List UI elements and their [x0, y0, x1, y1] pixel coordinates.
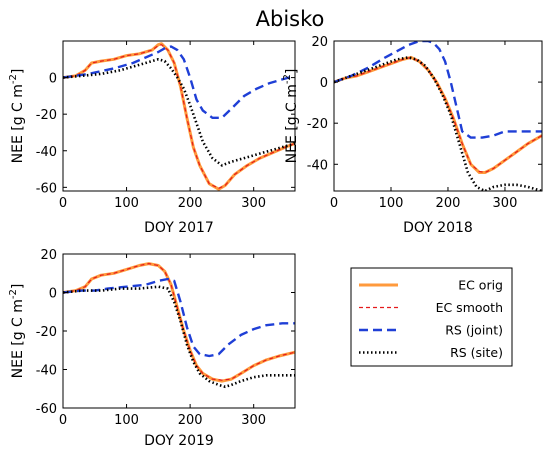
x-axis-label: DOY 2019	[144, 433, 214, 449]
y-tick-label: -40	[307, 158, 328, 173]
figure-title: Abisko	[256, 7, 325, 31]
y-tick-label: 0	[49, 72, 57, 87]
x-tick-label: 300	[493, 196, 518, 211]
series-group	[63, 42, 295, 191]
series-line-rs-joint	[334, 41, 542, 139]
x-tick-label: 200	[178, 413, 203, 428]
panel-doy-2017: 0 100 200 300 0 -20 -40 -60 DOY 2017 NEE [g C m…	[8, 40, 296, 236]
series-group	[334, 41, 542, 191]
x-axis-label: DOY 2017	[144, 220, 214, 236]
y-tick-label: -40	[36, 145, 57, 160]
series-line-ec-orig	[334, 55, 542, 174]
x-tick-label: 100	[379, 196, 404, 211]
x-tick-label: 0	[59, 413, 67, 428]
legend-label-rs-site: RS (site)	[450, 345, 503, 360]
y-tick-label: -60	[36, 181, 57, 196]
x-tick-label: 300	[241, 413, 266, 428]
x-axis-label: DOY 2018	[403, 220, 473, 236]
series-line-ec-orig	[63, 262, 295, 383]
y-tick-label: -40	[36, 364, 57, 379]
legend-label-ec-smooth: EC smooth	[436, 300, 503, 315]
y-axis-label: NEE [g C m-2]	[282, 69, 300, 164]
y-tick-label: 20	[311, 35, 328, 50]
legend-label-rs-joint: RS (joint)	[445, 323, 503, 338]
series-line-ec-smooth	[63, 263, 295, 381]
series-line-rs-joint	[63, 277, 295, 358]
legend-label-ec-orig: EC orig	[458, 278, 503, 293]
x-tick-label: 0	[59, 196, 67, 211]
series-line-ec-orig	[63, 42, 295, 191]
series-line-rs-joint	[63, 45, 295, 120]
legend: EC orig EC smooth RS (joint) RS (site)	[350, 267, 513, 367]
series-group	[63, 262, 295, 389]
y-tick-label: -20	[36, 325, 57, 340]
y-tick-label: 0	[320, 76, 328, 91]
y-tick-label: -60	[36, 402, 57, 417]
x-tick-label: 200	[436, 196, 461, 211]
y-axis-label: NEE [g C m-2]	[8, 284, 26, 379]
y-axis-label: NEE [g C m-2]	[8, 69, 26, 164]
series-line-ec-smooth	[334, 56, 542, 174]
y-tick-label: 20	[40, 248, 57, 263]
x-tick-label: 0	[330, 196, 338, 211]
x-tick-label: 200	[178, 196, 203, 211]
y-tick-label: -20	[307, 117, 328, 132]
x-tick-label: 100	[114, 196, 139, 211]
y-tick-label: 0	[49, 287, 57, 302]
plot-frame	[333, 40, 543, 192]
tick-group: 0 100 200 300 0 -20 -40 -60	[36, 41, 295, 211]
x-tick-label: 100	[114, 413, 139, 428]
x-tick-label: 300	[241, 196, 266, 211]
plot-frame	[62, 40, 296, 192]
series-line-ec-smooth	[63, 44, 295, 189]
y-tick-label: -20	[36, 108, 57, 123]
series-line-rs-site	[334, 56, 542, 191]
series-line-rs-site	[63, 285, 295, 389]
